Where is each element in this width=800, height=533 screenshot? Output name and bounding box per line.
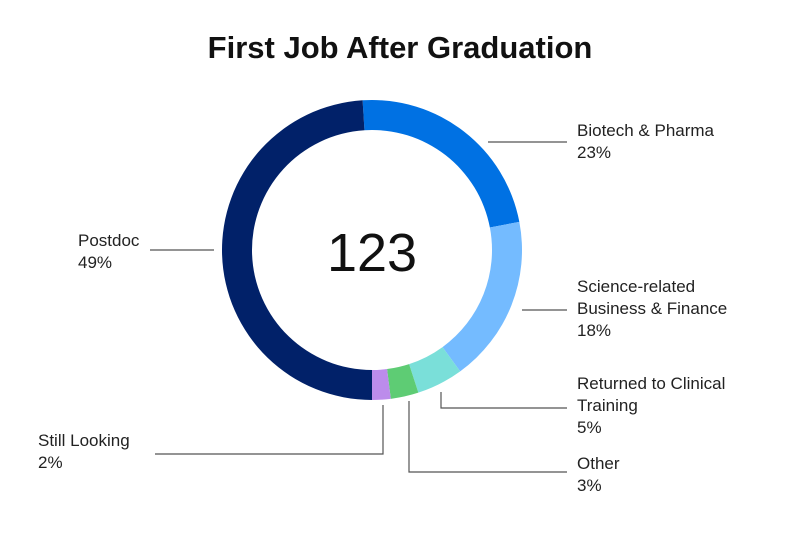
slice-science-related-business-finance xyxy=(442,221,522,372)
center-total: 123 xyxy=(326,223,418,283)
leader-other xyxy=(408,401,567,473)
slice-returned-to-clinical-training xyxy=(409,347,461,393)
slice-still-looking xyxy=(372,369,391,400)
leader-still-looking xyxy=(155,405,384,455)
slice-biotech-pharma xyxy=(362,100,520,228)
slice-postdoc xyxy=(221,100,372,400)
label-still-looking: Still Looking 2% xyxy=(38,431,130,472)
leader-returned xyxy=(440,392,567,409)
label-science: Science-related Business & Finance 18% xyxy=(577,277,728,340)
label-postdoc: Postdoc 49% xyxy=(78,231,140,272)
chart-title: First Job After Graduation xyxy=(207,30,593,65)
label-returned: Returned to Clinical Training 5% xyxy=(577,374,726,437)
slice-other xyxy=(387,364,419,399)
label-other: Other 3% xyxy=(577,454,620,495)
label-biotech: Biotech & Pharma 23% xyxy=(577,121,715,162)
